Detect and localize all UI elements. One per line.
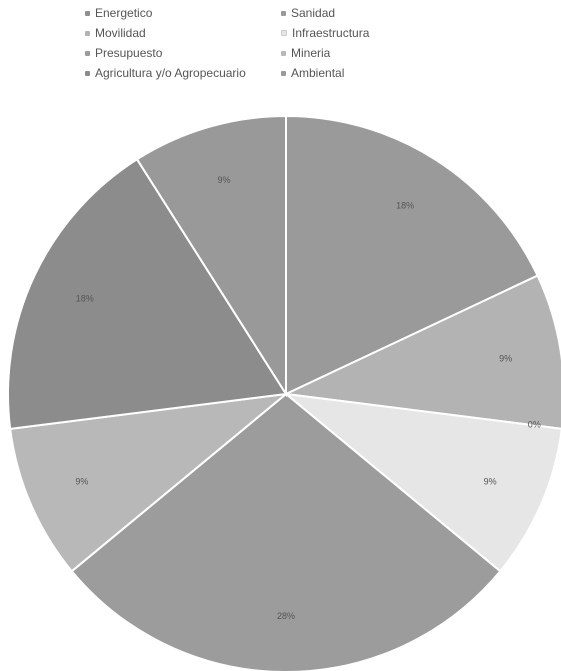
legend-swatch: [85, 50, 90, 56]
legend-swatch: [281, 70, 286, 76]
legend-item-sanidad: Sanidad: [281, 6, 455, 20]
legend-label: Energetico: [95, 6, 153, 20]
legend-item-presupuesto: Presupuesto: [85, 46, 281, 60]
pie-slice: [7, 157, 288, 430]
slice-label: 28%: [277, 611, 295, 621]
pie-slice: [9, 392, 290, 573]
pie-slice: [70, 392, 502, 671]
legend-label: Agricultura y/o Agropecuario: [95, 66, 246, 80]
legend-label: Presupuesto: [95, 46, 163, 60]
slice-label: 18%: [76, 294, 94, 304]
legend-label: Ambiental: [291, 66, 345, 80]
chart-legend: Energetico Sanidad Movilidad Infraestruc…: [85, 6, 455, 80]
slice-label: 9%: [499, 354, 512, 364]
legend-item-ambiental: Ambiental: [281, 66, 455, 80]
legend-item-mineria: Mineria: [281, 46, 455, 60]
legend-label: Infraestructura: [292, 26, 370, 40]
legend-item-infraestructura: Infraestructura: [281, 26, 455, 40]
legend-item-movilidad: Movilidad: [85, 26, 281, 40]
legend-swatch: [85, 30, 90, 36]
legend-label: Mineria: [291, 46, 331, 60]
legend-swatch: [281, 50, 286, 56]
legend-swatch: [281, 10, 286, 16]
slice-label: 18%: [396, 201, 414, 211]
pie-slices: [7, 114, 561, 671]
legend-swatch: [85, 10, 90, 16]
slice-label: 0%: [528, 420, 541, 430]
legend-label: Sanidad: [291, 6, 336, 20]
legend-swatch: [85, 70, 90, 76]
legend-item-agricultura: Agricultura y/o Agropecuario: [85, 66, 281, 80]
pie-slice: [285, 114, 539, 396]
legend-label: Movilidad: [95, 26, 146, 40]
slice-label: 9%: [484, 477, 497, 487]
pie-slice: [135, 114, 287, 398]
legend-swatch: [281, 30, 287, 36]
slice-label: 9%: [217, 175, 230, 185]
legend-item-energetico: Energetico: [85, 6, 281, 20]
pie-labels: 18% 9% 0% 9% 28% 9% 18% 9%: [75, 175, 540, 621]
slice-label: 9%: [75, 477, 88, 487]
